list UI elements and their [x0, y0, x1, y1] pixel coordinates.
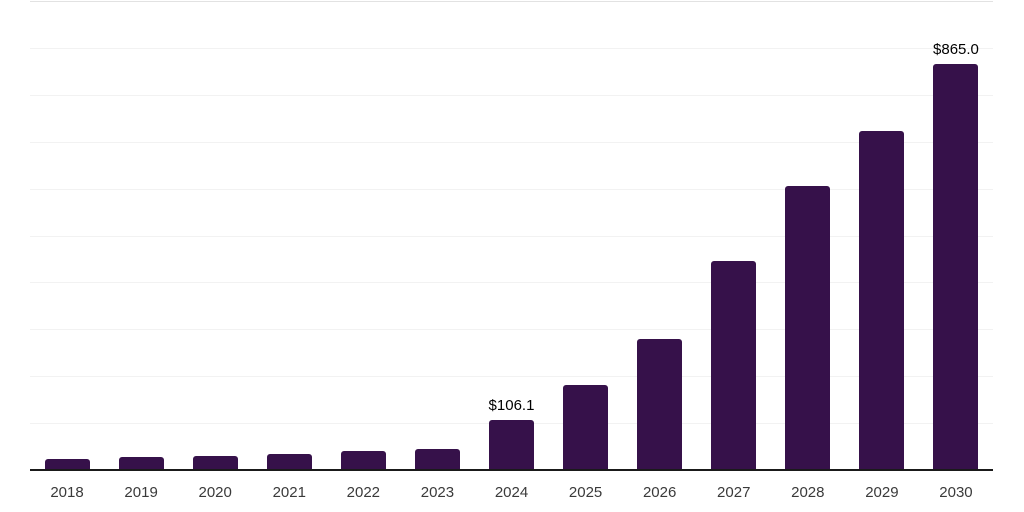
- plot-area: $106.1 $865.0: [30, 1, 993, 470]
- x-tick-label-2019: 2019: [124, 484, 158, 501]
- data-label-2030: $865.0: [933, 41, 979, 59]
- x-tick-label-2025: 2025: [568, 484, 603, 501]
- x-tick-label-2030: 2030: [939, 484, 973, 501]
- x-tick-label-2026: 2026: [642, 484, 677, 501]
- bar-2019[interactable]: [118, 456, 164, 470]
- bar-2027[interactable]: [711, 261, 757, 470]
- x-axis-labels: 2018 2019 2020 2021 2022 2023 2024 2025 2026 2027…: [30, 482, 993, 504]
- bar-2024[interactable]: [489, 420, 534, 470]
- gridline-400: [30, 282, 993, 284]
- x-tick-label-2023: 2023: [420, 484, 455, 501]
- gridline-700: [30, 141, 993, 143]
- bar-2030[interactable]: [933, 64, 979, 470]
- bar-2029[interactable]: [859, 130, 905, 470]
- bar-2023[interactable]: [414, 448, 460, 470]
- bar-2025[interactable]: [563, 385, 609, 470]
- gridline-300: [30, 329, 993, 331]
- bar-2026[interactable]: [637, 339, 683, 470]
- x-axis-line: [30, 469, 993, 471]
- gridline-1000: [30, 1, 993, 2]
- gridline-800: [30, 94, 993, 96]
- x-tick-label-2022: 2022: [346, 484, 381, 501]
- x-tick-label-2020: 2020: [198, 484, 232, 501]
- x-tick-label-2027: 2027: [717, 484, 751, 501]
- bar-2018[interactable]: [44, 459, 90, 470]
- gridline-500: [30, 235, 993, 237]
- gridline-900: [30, 47, 993, 49]
- x-tick-label-2021: 2021: [272, 484, 306, 501]
- x-tick-label-2028: 2028: [791, 484, 825, 501]
- bar-2020[interactable]: [192, 455, 238, 470]
- bar-2021[interactable]: [266, 454, 312, 470]
- gridline-600: [30, 188, 993, 190]
- bar-2028[interactable]: [785, 185, 831, 470]
- x-tick-label-2029: 2029: [865, 484, 899, 501]
- x-tick-label-2018: 2018: [50, 484, 84, 501]
- gridline-200: [30, 376, 993, 378]
- data-label-2024: $106.1: [488, 397, 535, 415]
- bar-2022[interactable]: [340, 451, 386, 470]
- x-tick-label-2024: 2024: [494, 484, 529, 501]
